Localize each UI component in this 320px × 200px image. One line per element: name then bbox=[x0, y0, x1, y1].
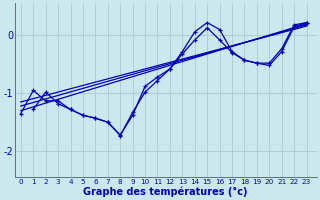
X-axis label: Graphe des températures (°c): Graphe des températures (°c) bbox=[83, 186, 248, 197]
